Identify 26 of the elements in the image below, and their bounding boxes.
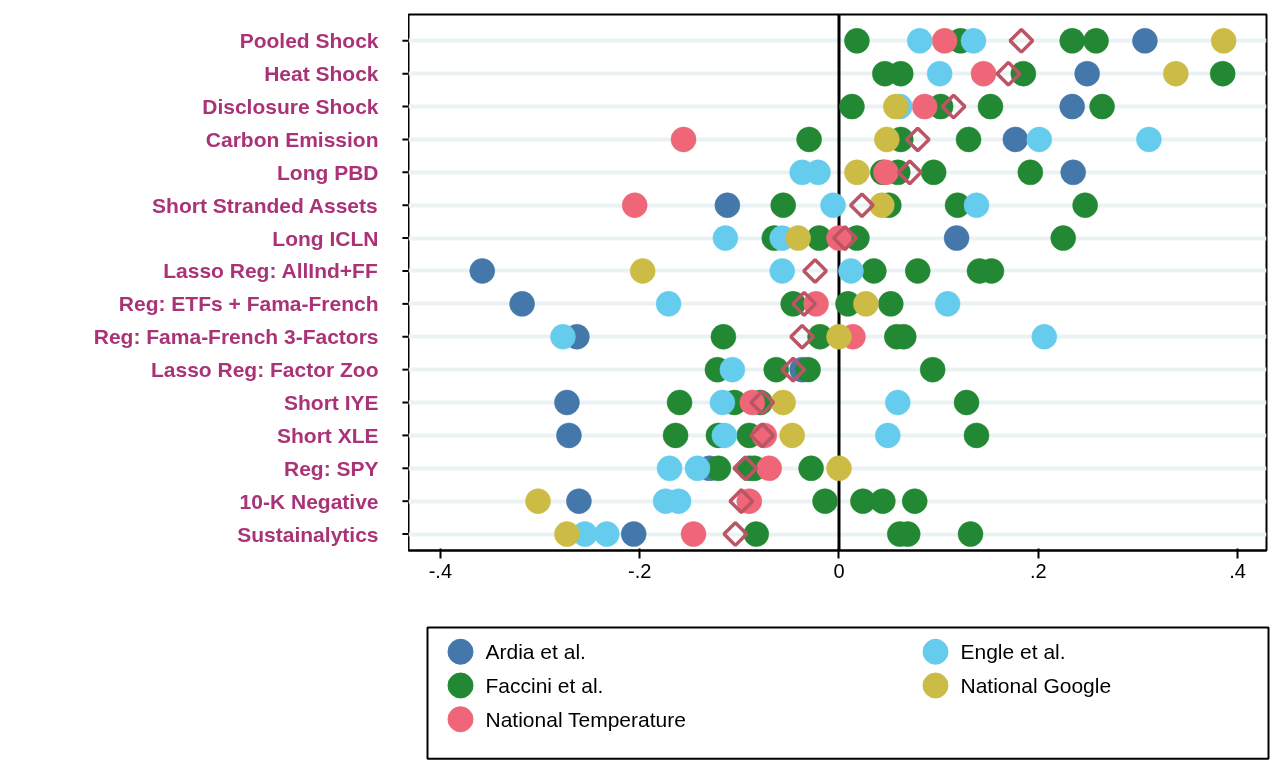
y-tick-label: Sustainalytics (237, 522, 379, 546)
x-tick-label: -.2 (628, 559, 652, 582)
y-tick-label: Lasso Reg: Factor Zoo (150, 358, 379, 382)
legend-label: Ardia et al. (485, 640, 586, 664)
x-tick-label: .2 (1029, 559, 1047, 582)
y-tick-label: Long PBD (277, 160, 379, 184)
y-tick-label: Lasso Reg: AllInd+FF (163, 259, 378, 283)
y-tick-label: Short Stranded Assets (152, 193, 378, 217)
y-tick-label: Heat Shock (264, 62, 379, 86)
y-tick-label: Disclosure Shock (202, 95, 379, 119)
y-tick-label: Reg: SPY (283, 456, 379, 480)
y-tick-label: Reg: ETFs + Fama-French (118, 292, 379, 316)
x-tick-label: 0 (833, 559, 845, 582)
y-tick-label: Short XLE (277, 423, 379, 447)
legend-label: National Temperature (485, 707, 686, 731)
legend-label: National Google (960, 674, 1112, 697)
y-tick-label: Short IYE (283, 391, 379, 415)
legend-label: Engle et al. (960, 640, 1066, 664)
y-tick-label: Reg: Fama-French 3-Factors (93, 325, 379, 349)
x-tick-label: .4 (1229, 559, 1246, 582)
y-tick-label: 10-K Negative (239, 489, 379, 513)
y-tick-label: Carbon Emission (205, 127, 379, 151)
y-tick-label: Pooled Shock (239, 29, 379, 53)
y-tick-label: Long ICLN (272, 226, 379, 250)
x-tick-label: -.4 (428, 559, 453, 582)
legend-label: Faccini et al. (485, 674, 604, 697)
